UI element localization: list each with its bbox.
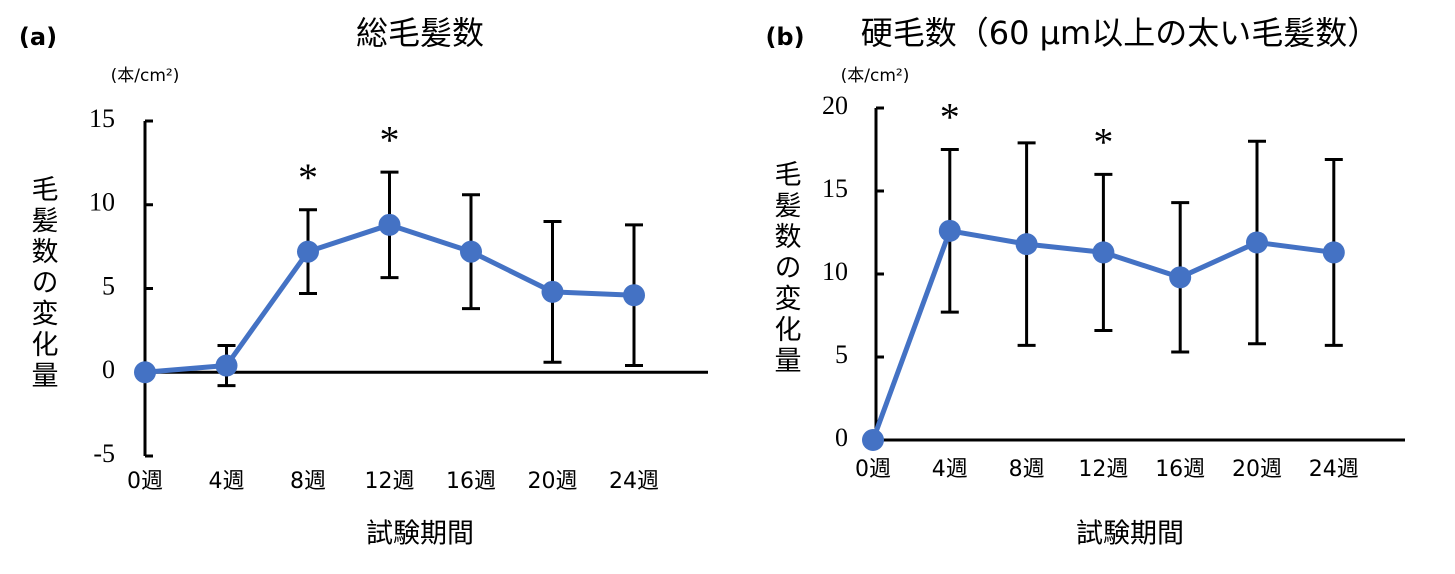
y-tick-label: 5 — [102, 271, 115, 300]
x-tick-label: 0週 — [127, 469, 163, 494]
chart-title: 硬毛数（60 µm以上の太い毛髪数） — [861, 14, 1379, 52]
data-point — [623, 284, 645, 307]
y-tick-label: 5 — [835, 340, 848, 369]
x-tick-label: 24週 — [1309, 457, 1359, 482]
y-tick-label: 10 — [822, 257, 848, 286]
y-tick-label: 0 — [102, 355, 115, 384]
x-tick-label: 24週 — [609, 469, 659, 494]
x-tick-label: 20週 — [528, 469, 578, 494]
x-tick-label: 8週 — [290, 469, 326, 494]
data-point — [1246, 231, 1268, 254]
data-point — [541, 280, 564, 303]
x-axis-label: 試験期間 — [1076, 519, 1184, 550]
y-tick-label: 15 — [822, 174, 848, 203]
x-tick-label: 4週 — [209, 469, 245, 494]
x-tick-label: 20週 — [1232, 457, 1282, 482]
x-tick-label: 4週 — [932, 457, 968, 482]
x-tick-label: 0週 — [855, 457, 891, 482]
unit-label: (本/cm²) — [841, 66, 910, 86]
data-point — [1169, 266, 1192, 289]
x-tick-label: 12週 — [365, 469, 415, 494]
y-tick-label: 20 — [822, 91, 848, 120]
x-tick-label: 16週 — [1155, 457, 1205, 482]
y-tick-label: 10 — [89, 188, 115, 217]
x-tick-label: 16週 — [446, 469, 496, 494]
data-point — [1092, 241, 1115, 264]
data-point — [297, 240, 319, 263]
chart-title: 総毛髪数 — [356, 14, 484, 52]
y-tick-label: 15 — [89, 104, 115, 133]
data-point — [134, 361, 156, 384]
data-point — [1015, 233, 1038, 256]
x-axis-label: 試験期間 — [366, 519, 474, 550]
panel-label: (a) — [19, 23, 57, 51]
data-point — [378, 213, 401, 236]
unit-label: (本/cm²) — [111, 66, 180, 86]
x-tick-label: 8週 — [1009, 457, 1045, 482]
data-point — [862, 429, 884, 451]
y-tick-label: -5 — [93, 439, 115, 468]
y-tick-label: 0 — [835, 423, 848, 452]
significance-mark: * — [380, 117, 400, 162]
data-point — [460, 240, 482, 263]
data-point — [215, 354, 238, 377]
data-point — [938, 219, 961, 242]
y-axis-label: 毛髪数の変化量 — [27, 175, 59, 392]
significance-mark: * — [298, 155, 318, 200]
significance-mark: * — [940, 95, 960, 140]
x-tick-label: 12週 — [1078, 457, 1128, 482]
panel-label: (b) — [765, 23, 804, 51]
significance-mark: * — [1093, 120, 1113, 165]
y-axis-label: 毛髪数の変化量 — [770, 160, 802, 377]
data-point — [1322, 241, 1345, 264]
